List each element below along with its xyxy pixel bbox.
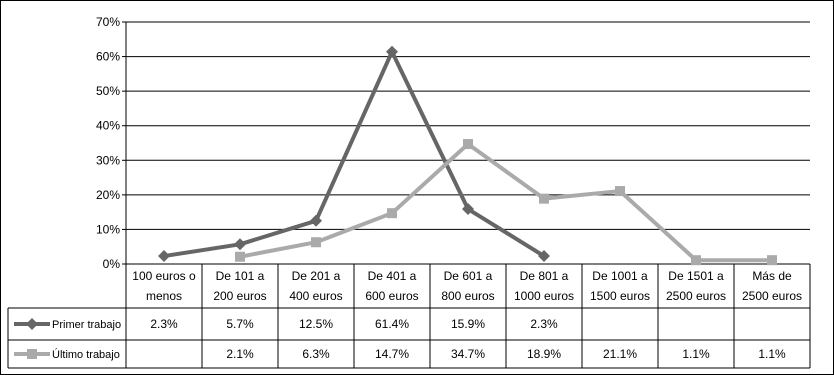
y-tick-label: 60%: [96, 50, 120, 64]
category-label: menos: [146, 289, 182, 303]
category-label: 1500 euros: [590, 289, 650, 303]
data-point: [539, 193, 549, 204]
category-label: 400 euros: [289, 289, 342, 303]
data-point: [538, 250, 550, 263]
category-label: De 101 a: [216, 269, 265, 283]
category-label: De 601 a: [444, 269, 493, 283]
category-label: De 1001 a: [592, 269, 648, 283]
data-label: 5.7%: [226, 317, 254, 331]
data-point: [158, 250, 170, 263]
category-label: De 1501 a: [668, 269, 724, 283]
data-label: 6.3%: [302, 347, 330, 361]
y-tick-label: 20%: [96, 188, 120, 202]
data-label: 61.4%: [375, 317, 409, 331]
data-label: 2.3%: [150, 317, 178, 331]
category-label: De 801 a: [520, 269, 569, 283]
y-tick-label: 50%: [96, 84, 120, 98]
data-point: [463, 139, 473, 150]
legend-label: Primer trabajo: [52, 319, 121, 331]
data-point: [615, 186, 625, 197]
series-line-primer-trabajo: [163, 49, 546, 259]
y-tick-label: 30%: [96, 153, 120, 167]
y-tick-label: 40%: [96, 119, 120, 133]
data-label: 12.5%: [299, 317, 333, 331]
y-tick-label: 10%: [96, 222, 120, 236]
legend-key-marker: [27, 349, 37, 359]
category-label: Más de: [752, 269, 792, 283]
data-point: [310, 214, 322, 227]
data-label: 1.1%: [682, 347, 710, 361]
legend-key-marker: [26, 318, 38, 330]
category-label: 600 euros: [365, 289, 418, 303]
data-label: 14.7%: [375, 347, 409, 361]
data-point: [387, 208, 397, 219]
category-label: 1000 euros: [514, 289, 574, 303]
category-label: De 201 a: [292, 269, 341, 283]
data-point: [462, 203, 474, 216]
data-label: 2.1%: [226, 347, 254, 361]
data-point: [386, 45, 398, 58]
data-label: 15.9%: [451, 317, 485, 331]
data-label: 21.1%: [603, 347, 637, 361]
category-label: 100 euros o: [132, 269, 196, 283]
category-label: De 401 a: [368, 269, 417, 283]
data-point: [311, 237, 321, 248]
category-label: 2500 euros: [666, 289, 726, 303]
data-point: [767, 255, 777, 266]
series-line-ultimo-trabajo: [239, 142, 772, 263]
data-point: [234, 238, 246, 251]
y-tick-label: 0%: [103, 257, 121, 271]
data-point: [691, 255, 701, 266]
data-label: 1.1%: [758, 347, 786, 361]
y-tick-label: 70%: [96, 15, 120, 29]
data-label: 18.9%: [527, 347, 561, 361]
category-label: 800 euros: [441, 289, 494, 303]
category-label: 2500 euros: [742, 289, 802, 303]
legend-label: Último trabajo: [52, 348, 120, 361]
data-point: [235, 251, 245, 262]
data-label: 2.3%: [530, 317, 558, 331]
data-label: 34.7%: [451, 347, 485, 361]
category-label: 200 euros: [213, 289, 266, 303]
